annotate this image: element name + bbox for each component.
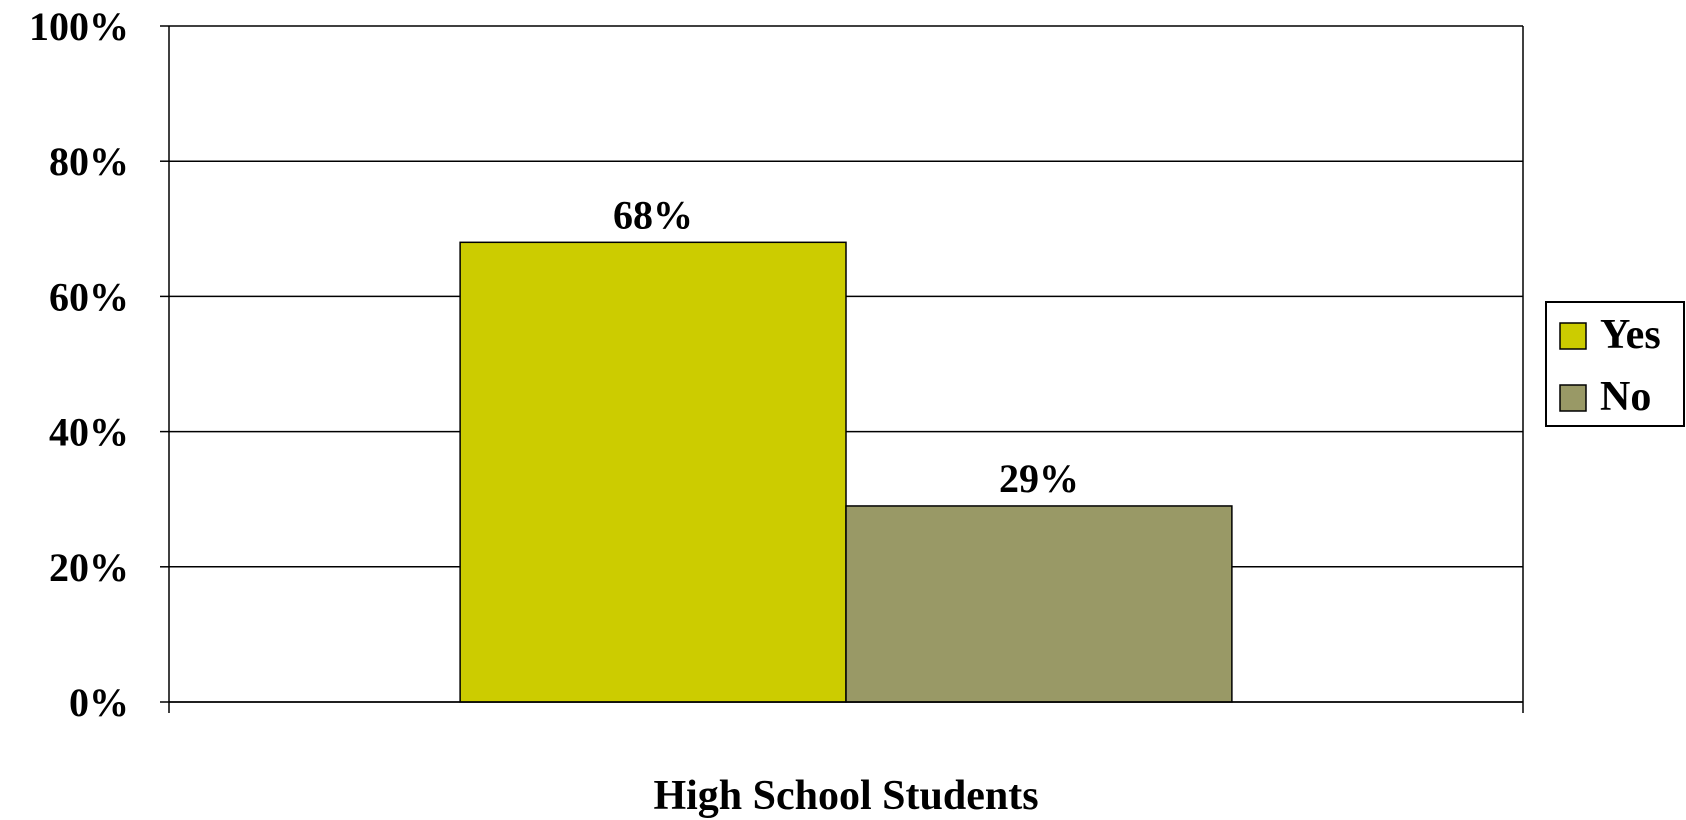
- y-tick-label: 40%: [49, 410, 129, 455]
- legend-swatch-yes: [1559, 322, 1587, 350]
- y-tick-label: 0%: [69, 680, 129, 725]
- y-tick-label: 80%: [49, 139, 129, 184]
- data-label: 68%: [613, 192, 693, 237]
- bar-yes: [459, 241, 847, 703]
- data-label: 29%: [999, 456, 1079, 501]
- legend-label-no: No: [1600, 374, 1651, 420]
- axes: [160, 25, 1524, 713]
- bars: [459, 241, 1233, 703]
- labels: 0% 20% 40% 60% 80% 100% 68% 29% High School Stud…: [29, 4, 1079, 819]
- y-tick-label: 20%: [49, 545, 129, 590]
- bar-no: [845, 505, 1233, 703]
- legend-label-yes: Yes: [1600, 312, 1661, 358]
- legend-swatch-no: [1559, 384, 1587, 412]
- y-tick-label: 60%: [49, 274, 129, 319]
- y-tick-label: 100%: [29, 4, 129, 49]
- legend: Yes No: [1545, 301, 1685, 427]
- category-label: High School Students: [653, 773, 1038, 819]
